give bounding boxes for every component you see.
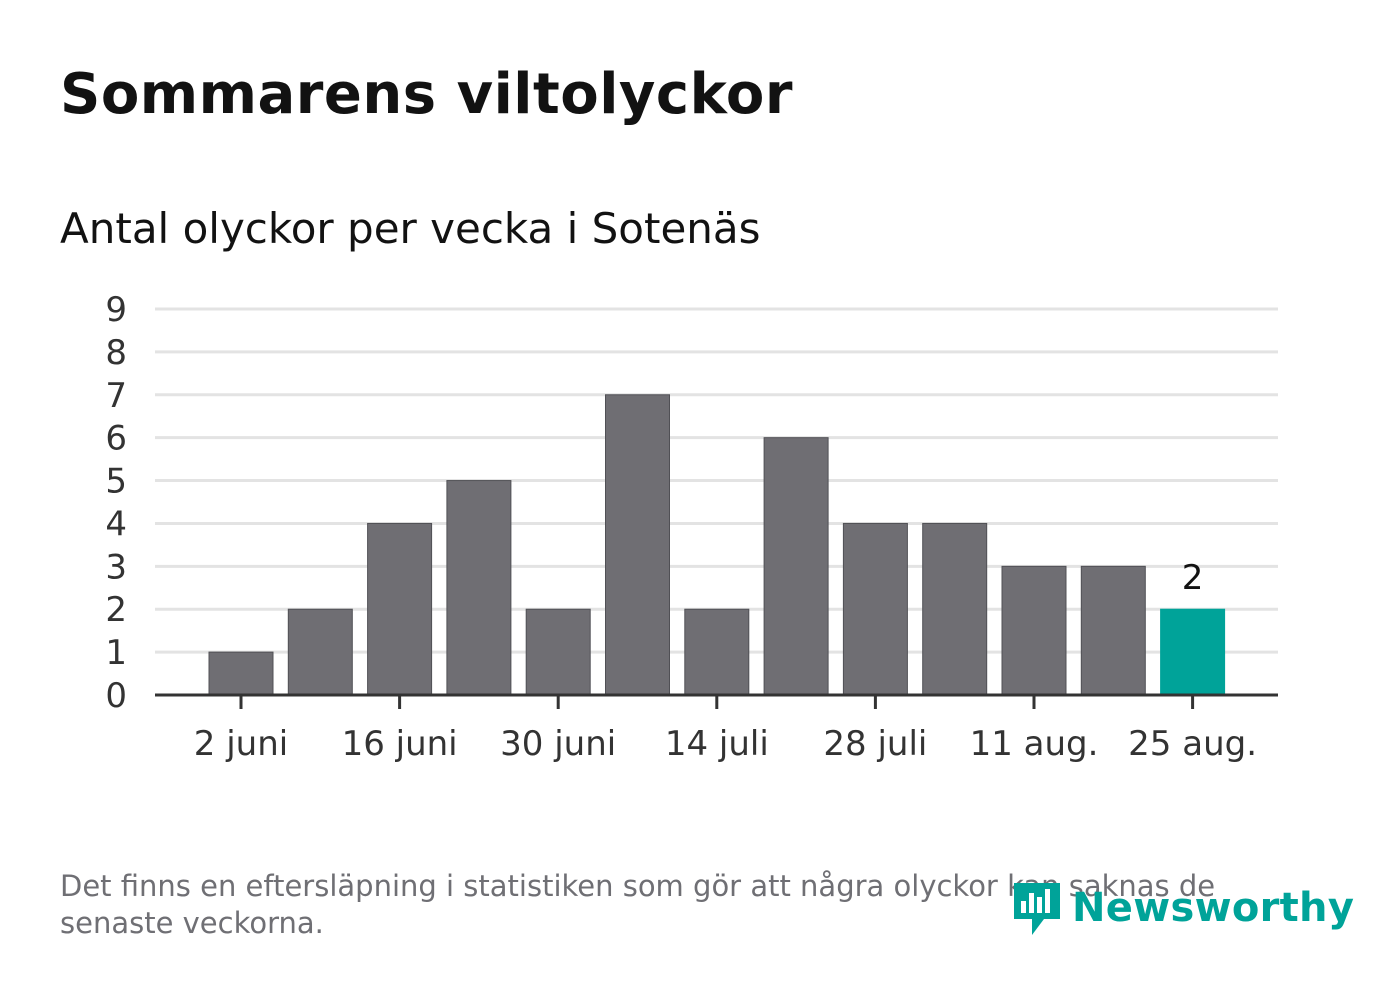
- x-tick-label: 2 juni: [194, 724, 288, 764]
- x-tick-label: 25 aug.: [1128, 724, 1257, 764]
- bar: [367, 522, 433, 696]
- bar: [1080, 565, 1146, 696]
- bar: [446, 480, 512, 696]
- bar: [1001, 565, 1067, 696]
- brand-name: Newsworthy: [1072, 885, 1355, 931]
- x-tick-label: 14 juli: [665, 724, 769, 764]
- y-tick-label: 9: [105, 290, 127, 330]
- brand-logo: Newsworthy: [1010, 875, 1354, 941]
- y-tick-label: 6: [105, 419, 127, 459]
- x-axis-ticks: 2 juni 16 juni 30 juni 14 juli 28 juli 11 aug…: [194, 695, 1257, 764]
- y-tick-label: 8: [105, 333, 127, 373]
- bar: [684, 608, 750, 696]
- bar: [1160, 608, 1226, 696]
- y-tick-label: 3: [105, 547, 127, 587]
- data-label: 2: [1182, 558, 1204, 598]
- y-tick-label: 4: [105, 504, 127, 544]
- y-tick-label: 2: [105, 590, 127, 630]
- bars: [208, 394, 1226, 696]
- y-tick-label: 7: [105, 376, 127, 416]
- x-tick-label: 11 aug.: [970, 724, 1099, 764]
- gridlines: [155, 307, 1278, 654]
- y-tick-label: 1: [105, 633, 127, 673]
- x-tick-label: 16 juni: [342, 724, 458, 764]
- bar: [605, 394, 670, 696]
- chart-title: Sommarens viltolyckor: [60, 62, 793, 127]
- y-tick-label: 5: [105, 462, 127, 502]
- bar: [842, 522, 908, 696]
- bar: [922, 522, 988, 696]
- data-labels: 2: [1182, 558, 1204, 598]
- bar: [287, 608, 353, 696]
- x-tick-label: 30 juni: [500, 724, 616, 764]
- bar-chart-badge-icon: [1014, 883, 1060, 935]
- bar: [525, 608, 591, 696]
- bar: [208, 651, 274, 696]
- y-tick-label: 0: [105, 676, 127, 716]
- x-tick-label: 28 juli: [823, 724, 927, 764]
- bar: [763, 437, 829, 696]
- chart-subtitle: Antal olyckor per vecka i Sotenäs: [60, 204, 761, 253]
